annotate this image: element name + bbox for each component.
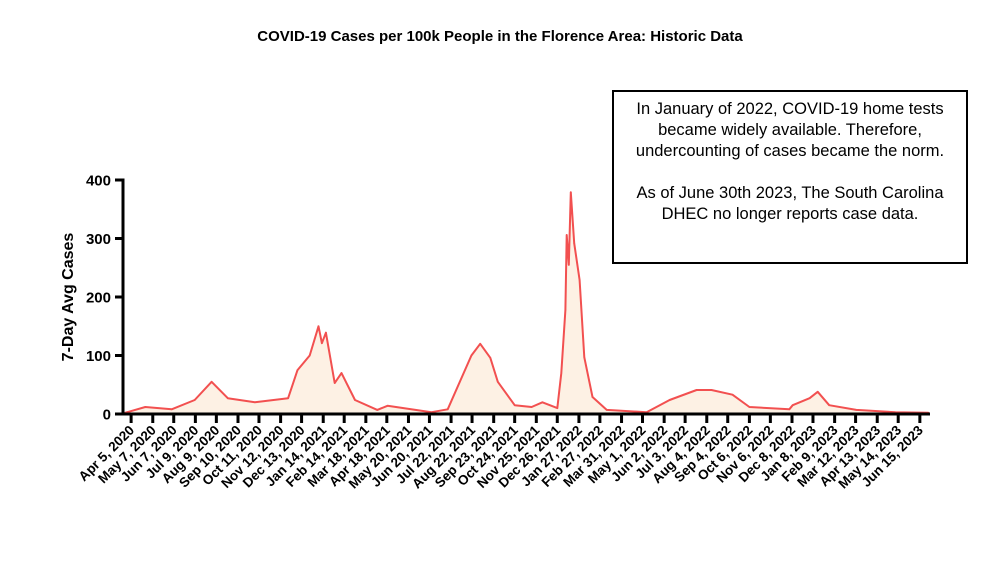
data-point: [788, 408, 791, 411]
y-axis: 0 100 200 300 400: [86, 173, 125, 424]
data-point: [816, 390, 819, 393]
data-point: [144, 406, 147, 408]
data-point: [308, 354, 311, 357]
data-point: [446, 408, 449, 411]
data-point: [564, 309, 567, 311]
annotation-box: In January of 2022, COVID-19 home tests …: [612, 90, 968, 264]
data-point: [193, 399, 196, 401]
data-point: [828, 404, 831, 407]
chart-title: COVID-19 Cases per 100k People in the Fl…: [257, 28, 743, 45]
data-point: [254, 401, 256, 404]
data-point: [578, 279, 581, 281]
y-tick-label: 400: [86, 173, 111, 190]
y-tick-label: 300: [86, 231, 111, 248]
data-point: [470, 354, 473, 357]
y-tick-label: 100: [86, 348, 111, 365]
data-point: [479, 343, 481, 345]
y-tick-label: 0: [103, 407, 111, 424]
data-point: [354, 399, 356, 401]
annotation-text-2: As of June 30th 2023, The South Carolina…: [636, 184, 944, 223]
data-point: [227, 397, 229, 400]
data-point: [210, 381, 213, 383]
series-area: [125, 192, 929, 414]
data-point: [333, 382, 336, 384]
data-point: [489, 357, 492, 359]
data-point: [570, 191, 572, 194]
data-point: [386, 405, 389, 407]
y-axis-label: 7-Day Avg Cases: [60, 233, 77, 362]
data-point: [748, 406, 751, 408]
annotation-text-1: In January of 2022, COVID-19 home tests …: [635, 100, 945, 160]
data-point: [731, 393, 734, 396]
data-point: [710, 389, 713, 391]
data-point: [605, 409, 608, 411]
data-point: [695, 389, 698, 391]
data-point: [321, 342, 323, 345]
data-point: [567, 264, 570, 266]
series-line: [124, 191, 929, 414]
data-point: [791, 404, 794, 407]
data-point: [287, 397, 289, 400]
data-point: [340, 372, 343, 374]
plot-area: [124, 191, 930, 414]
data-point: [376, 409, 379, 411]
y-tick-label: 200: [86, 290, 111, 307]
data-point: [573, 242, 575, 244]
data-point: [496, 381, 499, 383]
data-point: [560, 372, 563, 374]
data-point: [325, 331, 327, 334]
data-point: [317, 325, 320, 328]
data-point: [530, 406, 533, 408]
data-point: [296, 369, 299, 371]
data-point: [556, 407, 559, 409]
data-point: [668, 399, 671, 401]
data-point: [808, 397, 811, 400]
data-point: [541, 401, 544, 404]
data-point: [583, 356, 586, 359]
data-point: [855, 409, 858, 411]
data-point: [170, 408, 173, 411]
data-point: [513, 404, 516, 407]
data-point: [591, 396, 594, 398]
data-point: [565, 234, 568, 236]
